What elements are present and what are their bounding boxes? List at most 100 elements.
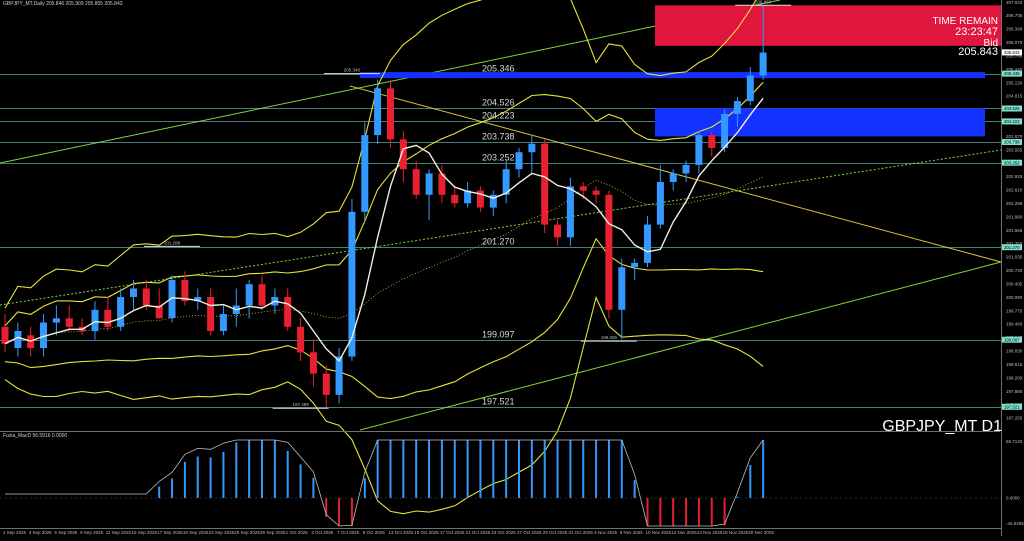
candle xyxy=(104,297,112,331)
price-tag-label: 201.270 xyxy=(1004,245,1020,250)
candle xyxy=(1,314,9,353)
candle xyxy=(297,318,305,361)
marker-label: 197.489 xyxy=(292,402,309,407)
date-tick-label: 27 Oct 2025 xyxy=(517,530,542,535)
demand-zone xyxy=(655,108,985,137)
candle-body xyxy=(52,318,60,323)
candle-body xyxy=(40,322,47,349)
trendline-lower xyxy=(359,261,1002,431)
price-tick-label: 202.925 xyxy=(1006,174,1023,179)
date-tick-label: 5 Sep 2025 xyxy=(54,530,78,535)
candle-body xyxy=(142,288,150,306)
candle-body xyxy=(348,211,356,357)
candle xyxy=(682,160,690,182)
date-tick-label: 3 Sep 2025 xyxy=(29,530,53,535)
time-remain-label: TIME REMAIN xyxy=(932,16,998,27)
candle-body xyxy=(194,297,202,302)
candle xyxy=(52,305,60,336)
candle xyxy=(631,258,639,280)
date-tick-label: 1 Sep 2025 xyxy=(3,530,27,535)
candle xyxy=(117,288,125,331)
price-tag-label: 197.521 xyxy=(1004,404,1020,409)
candle-body xyxy=(631,262,639,268)
candle xyxy=(464,182,472,208)
candle-body xyxy=(695,135,703,165)
date-tick-label: 29 Sep 2025 xyxy=(260,530,286,535)
date-tick-label: 7 Oct 2025 xyxy=(337,530,360,535)
level-label: 203.738 xyxy=(482,132,515,142)
candle-body xyxy=(592,190,600,195)
candle-body xyxy=(219,314,227,331)
candle xyxy=(554,220,561,246)
candle xyxy=(207,288,215,336)
price-tick-label: 203.555 xyxy=(1006,147,1023,152)
candle xyxy=(708,130,716,157)
candle xyxy=(387,79,394,148)
candle-body xyxy=(464,190,472,204)
candle-body xyxy=(656,182,664,225)
candle-body xyxy=(104,309,112,327)
price-tick-label: 206.705 xyxy=(1006,13,1023,18)
candle xyxy=(515,147,523,178)
date-axis[interactable]: 1 Sep 2025 3 Sep 2025 5 Sep 2025 9 Sep 2025… xyxy=(3,530,774,535)
candle xyxy=(130,279,137,310)
candle xyxy=(605,190,613,319)
candle xyxy=(644,216,651,268)
date-tick-label: 20 Nov 2025 xyxy=(748,530,774,535)
candle-body xyxy=(181,279,189,302)
price-zones[interactable] xyxy=(360,5,1001,137)
candle xyxy=(618,258,626,340)
price-tick-label: 198.200 xyxy=(1006,375,1023,380)
date-tick-label: 9 Sep 2025 xyxy=(80,530,104,535)
candle xyxy=(348,199,356,361)
candle-body xyxy=(322,373,330,395)
candle-body xyxy=(14,331,22,348)
candle-body xyxy=(618,267,626,310)
candle xyxy=(451,186,459,208)
candle xyxy=(284,288,292,331)
candle-body xyxy=(258,284,266,306)
candle-body xyxy=(476,190,484,208)
candle xyxy=(335,348,343,404)
candle xyxy=(592,186,600,204)
price-tag xyxy=(1002,336,1022,343)
candle xyxy=(181,271,189,306)
candle xyxy=(759,5,767,80)
candle-body xyxy=(541,143,549,225)
candle xyxy=(168,275,176,323)
price-tag-label: 205.346 xyxy=(1004,71,1020,76)
price-markers: 206.950 205.346 201.288 199.065 197.489 xyxy=(144,0,792,409)
price-tag-label: 203.252 xyxy=(1004,160,1020,165)
candle-body xyxy=(130,288,137,297)
price-tick-label: 200.405 xyxy=(1006,282,1023,287)
price-tick-label: 207.020 xyxy=(1006,0,1023,5)
date-tick-label: 1 Oct 2025 xyxy=(286,530,309,535)
candle-body xyxy=(91,309,99,332)
date-tick-label: 9 Oct 2025 xyxy=(363,530,386,535)
candle xyxy=(399,130,407,182)
time-remain-value: 23:23:47 xyxy=(955,26,998,38)
level-label: 201.270 xyxy=(482,237,515,247)
candle xyxy=(721,109,729,153)
date-tick-label: 23 Sep 2025 xyxy=(209,530,235,535)
price-tick-label: 204.815 xyxy=(1006,94,1023,99)
ma-line xyxy=(4,97,764,363)
level-label: 199.097 xyxy=(482,330,515,340)
band-upper xyxy=(4,81,764,327)
candle-body xyxy=(579,186,587,191)
marker-label: 205.346 xyxy=(344,68,361,73)
indicator-tick-label: 0.0000 xyxy=(1006,496,1020,501)
price-tick-label: 205.760 xyxy=(1006,53,1023,58)
price-tag-label: 203.738 xyxy=(1004,140,1020,145)
candle-body xyxy=(207,297,215,332)
date-tick-label: 13 Oct 2025 xyxy=(389,530,414,535)
candle xyxy=(695,130,703,174)
price-tick-label: 202.295 xyxy=(1006,201,1023,206)
candle-body xyxy=(297,326,305,353)
candle xyxy=(219,305,227,336)
date-tick-label: 18 Nov 2025 xyxy=(723,530,749,535)
price-tag-label: 199.097 xyxy=(1004,337,1020,342)
level-label: 204.526 xyxy=(482,98,515,108)
indicator-tick-label: -46.5296 xyxy=(1006,521,1024,526)
